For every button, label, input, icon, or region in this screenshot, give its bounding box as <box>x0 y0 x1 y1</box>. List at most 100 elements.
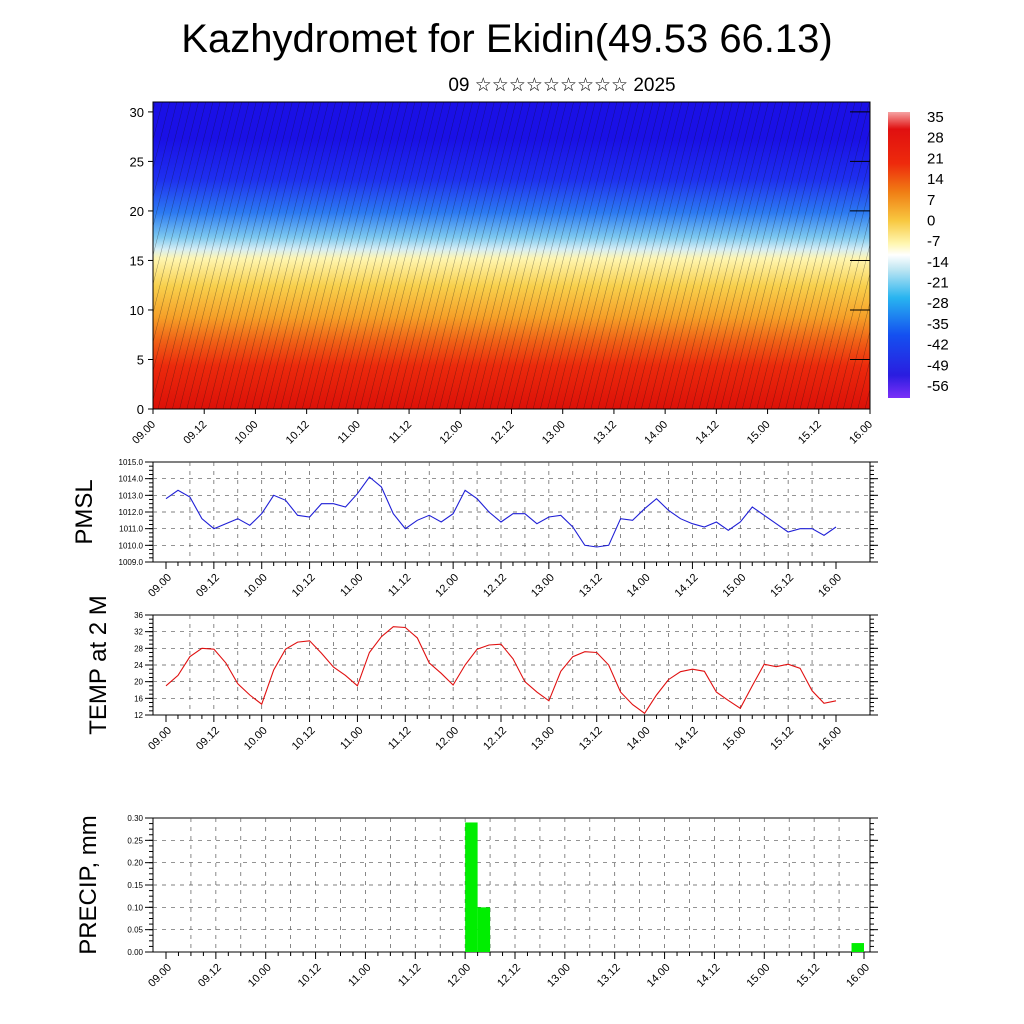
pmsl-ytick-label: 1011.0 <box>119 525 143 534</box>
precip-bar <box>465 822 478 952</box>
temp-xtick-label: 11.00 <box>338 725 365 752</box>
temp-xtick-label: 10.12 <box>290 725 318 753</box>
pmsl-ytick-label: 1014.0 <box>119 475 144 484</box>
precip-frame <box>152 817 871 953</box>
cross-section-ytick-label: 30 <box>130 105 144 120</box>
pmsl-xtick-label: 15.12 <box>768 572 796 600</box>
pmsl-y-axis: 1015.0 1014.0 1013.0 1012.0 1011.0 1010.0 1009… <box>119 458 878 567</box>
colorbar: 35 28 21 14 7 0 -7 -14 -21 -28 -35 -42 -49 -56 <box>888 109 949 398</box>
temp-xtick-label: 11.12 <box>386 725 413 752</box>
pmsl-xtick-label: 15.00 <box>720 572 748 600</box>
pmsl-ytick-label: 1009.0 <box>119 558 144 567</box>
precip-xtick-label: 15.00 <box>744 962 772 990</box>
colorbar-label: 28 <box>927 130 944 147</box>
colorbar-label: 0 <box>927 212 935 229</box>
precip-xtick-label: 11.12 <box>396 962 423 989</box>
pmsl-xtick-label: 10.12 <box>290 572 318 600</box>
pmsl-xtick-label: 09.00 <box>146 572 174 600</box>
temp-ytick-label: 12 <box>134 711 143 720</box>
cross-section-xtick-label: 13.12 <box>591 419 619 447</box>
colorbar-gradient <box>888 112 910 398</box>
pmsl-x-axis: 09.00 09.12 10.00 10.12 11.00 11.12 12.00 12.12… <box>146 562 844 600</box>
cross-section-xtick-label: 16.00 <box>847 419 875 447</box>
colorbar-label: -49 <box>927 357 949 374</box>
colorbar-label: -42 <box>927 337 949 354</box>
temp-xtick-label: 09.12 <box>194 725 222 753</box>
colorbar-label: -14 <box>927 254 949 271</box>
precip-xtick-label: 10.12 <box>296 962 324 990</box>
colorbar-label: -35 <box>927 316 949 333</box>
colorbar-label: -21 <box>927 275 949 292</box>
precip-xtick-label: 13.12 <box>595 962 623 990</box>
pmsl-xtick-label: 16.00 <box>816 572 844 600</box>
wind-barb-field <box>153 102 870 409</box>
cross-section-xtick-label: 10.12 <box>284 419 312 447</box>
temp-grid <box>153 615 870 715</box>
cross-section-xtick-label: 09.00 <box>130 419 158 447</box>
temp-ytick-label: 32 <box>134 628 143 637</box>
precip-ytick-label: 0.20 <box>127 859 143 868</box>
temp-series-line <box>165 626 837 715</box>
temp-panel: 36 32 28 24 20 16 12 09.00 09.12 10.00 10.12 11.00… <box>85 595 878 753</box>
cross-section-xtick-label: 14.00 <box>642 419 670 447</box>
pmsl-ylabel: PMSL <box>71 479 98 544</box>
precip-x-axis: 09.00 09.12 10.00 10.12 11.00 11.12 12.00 12.12… <box>146 952 872 990</box>
temp-xtick-label: 09.00 <box>146 725 174 753</box>
precip-ylabel: PRECIP, mm <box>75 815 102 955</box>
precip-xtick-label: 09.12 <box>196 962 224 990</box>
temp-frame <box>152 614 871 716</box>
cross-section-xtick-label: 13.00 <box>540 419 568 447</box>
pmsl-ytick-label: 1012.0 <box>119 508 144 517</box>
precip-ytick-label: 0.25 <box>127 836 143 845</box>
pmsl-xtick-label: 14.12 <box>673 572 701 600</box>
colorbar-label: -7 <box>927 233 940 250</box>
pmsl-ytick-label: 1015.0 <box>119 458 144 467</box>
temp-ytick-label: 24 <box>134 661 143 670</box>
cross-section-xtick-label: 09.12 <box>181 419 209 447</box>
pmsl-xtick-label: 12.12 <box>481 572 509 600</box>
pmsl-ytick-label: 1010.0 <box>119 541 144 550</box>
precip-xtick-label: 12.12 <box>495 962 523 990</box>
cross-section-ytick-label: 25 <box>130 154 144 169</box>
precip-xtick-label: 12.00 <box>445 962 473 990</box>
pmsl-ytick-label: 1013.0 <box>119 491 144 500</box>
pmsl-plot <box>165 476 837 548</box>
temp-xtick-label: 16.00 <box>816 725 844 753</box>
chart-subtitle: 09 ☆☆☆☆☆☆☆☆☆ 2025 <box>448 75 675 96</box>
cross-section-xtick-label: 10.00 <box>233 419 261 447</box>
cross-section-ytick-label: 15 <box>130 253 144 268</box>
chart-title: Kazhydromet for Ekidin(49.53 66.13) <box>181 17 832 61</box>
precip-panel: 0.30 0.25 0.20 0.15 0.10 0.05 0.00 09.00 09.12 1… <box>75 814 878 990</box>
temp-ytick-label: 20 <box>134 678 143 687</box>
temp-ylabel: TEMP at 2 M <box>85 595 112 735</box>
precip-ytick-label: 0.00 <box>127 948 143 957</box>
cross-section-y-axis: 0 5 10 15 20 25 30 <box>130 105 870 417</box>
colorbar-label: 14 <box>927 171 944 188</box>
colorbar-label: 21 <box>927 150 944 167</box>
precip-xtick-label: 11.00 <box>346 962 373 989</box>
temp-ytick-label: 16 <box>134 694 143 703</box>
pmsl-xtick-label: 11.12 <box>386 572 413 599</box>
cross-section-ytick-label: 0 <box>137 402 144 417</box>
pmsl-panel: 1015.0 1014.0 1013.0 1012.0 1011.0 1010.0 1009… <box>71 458 878 600</box>
cross-section-ytick-label: 10 <box>130 303 144 318</box>
cross-section-xtick-label: 12.00 <box>437 419 465 447</box>
temp-ytick-label: 36 <box>134 611 143 620</box>
cross-section-xtick-label: 15.12 <box>796 419 824 447</box>
temp-y-axis: 36 32 28 24 20 16 12 <box>134 611 878 720</box>
pmsl-xtick-label: 13.12 <box>577 572 605 600</box>
precip-ytick-label: 0.05 <box>127 926 143 935</box>
pmsl-series-line <box>165 476 837 548</box>
cross-section-x-axis: 09.00 09.12 10.00 10.12 11.00 11.12 12.00 12.12… <box>130 409 875 447</box>
colorbar-label: -56 <box>927 378 949 395</box>
colorbar-label: 7 <box>927 192 935 209</box>
temp-xtick-label: 15.12 <box>768 725 796 753</box>
precip-xtick-label: 10.00 <box>246 962 274 990</box>
pmsl-xtick-label: 12.00 <box>433 572 461 600</box>
temp-xtick-label: 13.00 <box>529 725 557 753</box>
precip-ytick-label: 0.15 <box>127 881 143 890</box>
temp-xtick-label: 13.12 <box>577 725 605 753</box>
pmsl-xtick-label: 09.12 <box>194 572 222 600</box>
